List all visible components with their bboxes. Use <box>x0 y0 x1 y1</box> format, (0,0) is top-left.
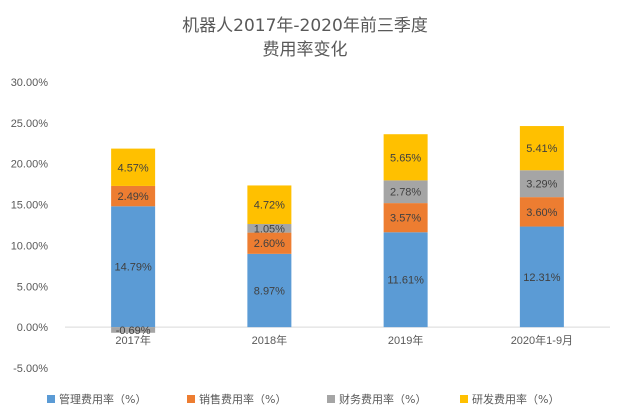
chart-title-line-2: 费用率变化 <box>263 40 348 60</box>
bar-segment <box>519 170 564 198</box>
data-label: 14.79% <box>114 262 152 274</box>
bar-segment <box>519 197 564 227</box>
bar-segment <box>383 134 428 181</box>
bar-segment <box>111 148 156 186</box>
data-label-layer: 14.79% 2.49% -0.69% 4.57% 8.97% 2.60% 1.05% 4.7… <box>114 143 560 337</box>
data-label: 4.72% <box>254 200 285 212</box>
bar-segment <box>383 203 428 233</box>
data-label: 1.05% <box>254 223 285 235</box>
data-label: 11.61% <box>387 275 424 287</box>
legend-swatch <box>187 395 195 403</box>
data-label: -0.69% <box>116 325 151 337</box>
data-label: 3.60% <box>526 207 557 219</box>
legend-label: 财务费用率（%） <box>339 392 426 406</box>
bar-segment <box>247 253 292 328</box>
data-label: 3.57% <box>390 213 421 225</box>
x-tick-label: 2019年 <box>388 333 423 347</box>
chart-title-line-1: 机器人2017年-2020年前三季度 <box>182 16 428 36</box>
data-label: 8.97% <box>254 285 285 297</box>
bar-segment <box>111 185 156 207</box>
bar-segment <box>111 327 156 333</box>
legend-label: 销售费用率（%） <box>199 392 286 406</box>
data-label: 3.29% <box>526 179 557 191</box>
bar-segment <box>519 226 564 328</box>
x-tick-label: 2020年1-9月 <box>511 333 573 347</box>
bar-layer <box>111 126 564 333</box>
bar-segment <box>247 232 292 254</box>
legend-label: 管理费用率（%） <box>59 392 146 406</box>
y-tick-label: 30.00% <box>11 77 49 89</box>
y-tick-label: 20.00% <box>11 159 49 171</box>
legend-swatch <box>460 395 468 403</box>
bar-segment <box>519 126 564 171</box>
data-label: 4.57% <box>118 162 149 174</box>
y-tick-label: 0.00% <box>17 322 48 334</box>
bar-segment <box>111 206 156 328</box>
y-tick-label: 15.00% <box>11 200 49 212</box>
y-tick-label: 10.00% <box>11 240 49 252</box>
x-tick-label: 2018年 <box>252 333 287 347</box>
y-tick-label: 25.00% <box>11 118 49 130</box>
bar-segment <box>247 224 292 233</box>
axis-layer: -5.00% 0.00% 5.00% 10.00% 15.00% 20.00% 25.00%… <box>11 77 610 375</box>
bar-segment <box>383 180 428 204</box>
bar-segment <box>383 232 428 328</box>
legend-swatch <box>47 395 55 403</box>
data-label: 12.31% <box>523 272 561 284</box>
data-label: 5.65% <box>390 152 421 164</box>
legend: 管理费用率（%） 销售费用率（%） 财务费用率（%） 研发费用率（%） <box>47 392 559 406</box>
bar-segment <box>247 185 292 225</box>
data-label: 2.49% <box>118 191 149 203</box>
y-tick-label: -5.00% <box>13 363 48 375</box>
legend-label: 研发费用率（%） <box>472 392 559 406</box>
x-tick-label: 2017年 <box>115 333 150 347</box>
data-label: 2.78% <box>390 187 421 199</box>
legend-swatch <box>327 395 335 403</box>
data-label: 5.41% <box>526 143 557 155</box>
data-label: 2.60% <box>254 238 285 250</box>
y-tick-label: 5.00% <box>17 281 48 293</box>
